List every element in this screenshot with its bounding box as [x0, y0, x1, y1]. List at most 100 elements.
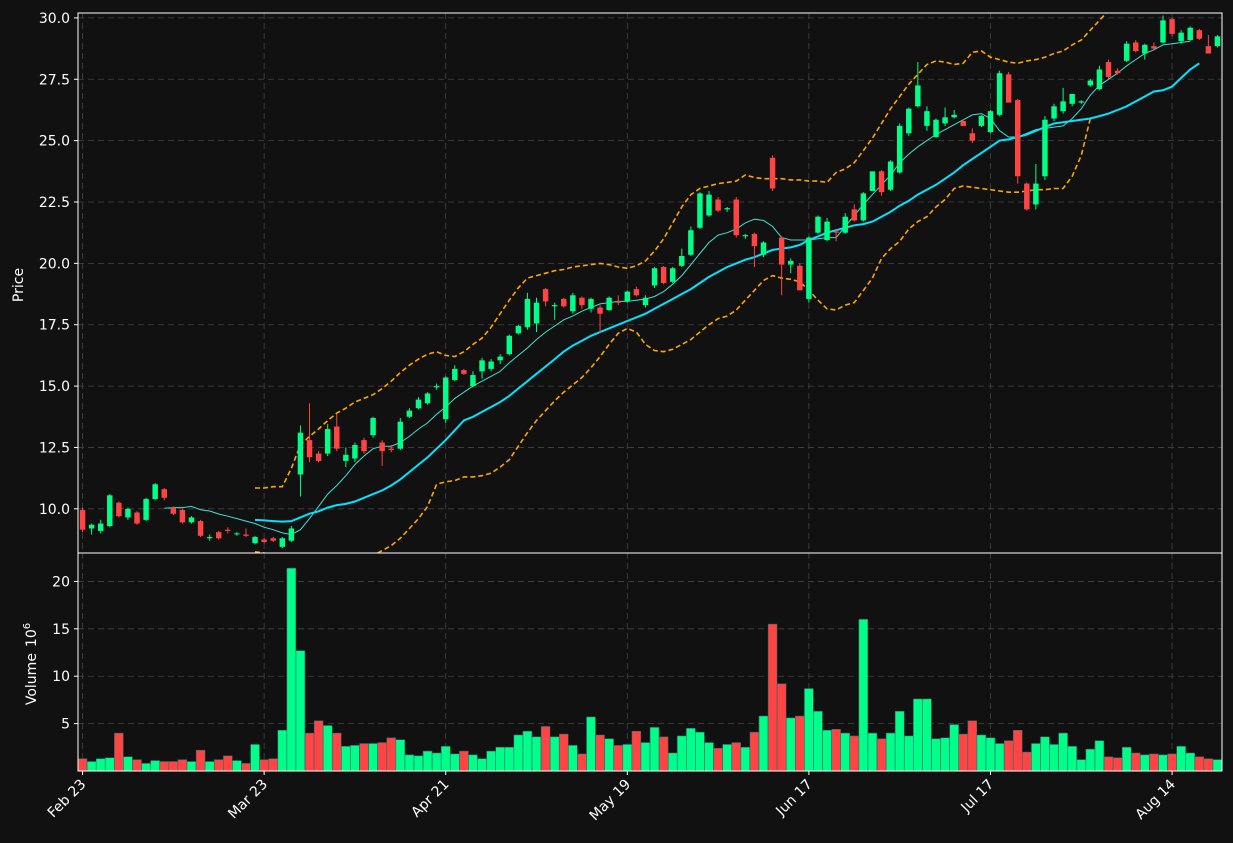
candle: [769, 155, 776, 191]
candle-body: [415, 399, 422, 409]
candle: [1142, 43, 1148, 60]
candle-body: [424, 393, 431, 404]
candle-body: [88, 524, 95, 529]
candle-body: [234, 533, 240, 535]
candles: [79, 15, 1221, 549]
candle-body: [406, 410, 413, 417]
volume-bar: [795, 715, 805, 772]
price-tick-label: 15.0: [39, 379, 70, 395]
volume-bar: [304, 732, 315, 772]
volume-tick-label: 20: [52, 574, 70, 590]
candle: [1160, 15, 1166, 44]
price-axis-label: Price: [11, 268, 27, 302]
candle: [324, 424, 331, 457]
candle-body: [742, 235, 749, 237]
volume-bar: [967, 720, 978, 772]
volume-bar: [359, 743, 369, 772]
candle: [906, 107, 912, 136]
volume-bar: [395, 739, 406, 772]
candle-body: [297, 432, 304, 475]
candle: [1096, 65, 1103, 91]
candle: [760, 241, 767, 258]
volume-bar: [604, 738, 614, 772]
candle: [261, 538, 267, 544]
candle-body: [433, 386, 440, 388]
candle-body: [461, 370, 467, 374]
candle-body: [334, 426, 340, 449]
volume-bar: [531, 736, 542, 772]
volume-bar: [786, 717, 796, 772]
candle-body: [887, 161, 894, 190]
volume-bar: [1076, 759, 1086, 772]
volume-bar: [495, 747, 505, 772]
candle-body: [261, 539, 267, 542]
candle: [842, 213, 848, 234]
volume-bar: [776, 683, 787, 772]
candle-body: [597, 307, 603, 314]
candle: [279, 537, 286, 549]
candle: [969, 128, 976, 144]
candle-body: [225, 529, 231, 531]
candle-body: [542, 289, 549, 302]
volume-bar: [214, 759, 224, 772]
candle-body: [279, 538, 286, 547]
candle: [288, 526, 295, 542]
candle-body: [1160, 20, 1166, 43]
candle-body: [479, 360, 485, 372]
candle: [551, 302, 558, 320]
candle: [161, 487, 167, 501]
candle-body: [815, 216, 821, 233]
volume-bar: [1067, 746, 1077, 772]
slow-moving-average-line: [254, 62, 1200, 523]
volume-tick-label: 10: [52, 669, 70, 685]
candle: [116, 501, 122, 518]
candle: [660, 265, 667, 285]
price-tick-label: 20.0: [39, 256, 70, 272]
candle-body: [561, 298, 567, 307]
volume-bar: [913, 698, 923, 772]
volume-bar: [1212, 759, 1223, 772]
volume-bar: [105, 757, 115, 772]
candle: [188, 516, 195, 524]
volume-bar: [195, 749, 206, 772]
volume-bar: [1140, 754, 1150, 772]
candle-body: [388, 448, 394, 450]
candle-body: [379, 442, 385, 452]
candle-body: [442, 377, 449, 420]
panel-frames: [77, 12, 1223, 772]
volume-bar: [994, 743, 1005, 772]
candle: [1133, 40, 1139, 53]
candle-body: [915, 85, 921, 107]
candle: [234, 532, 240, 536]
candle: [1214, 35, 1221, 48]
volume-bar: [667, 752, 678, 772]
volume-bar: [894, 711, 905, 772]
volume-bar: [1112, 757, 1123, 772]
candle: [1187, 26, 1193, 42]
volume-bar: [722, 744, 732, 772]
volume-bar: [332, 732, 342, 772]
price-tick-label: 22.5: [39, 195, 70, 211]
candle-body: [134, 512, 140, 524]
candle: [1178, 30, 1184, 44]
candle: [615, 295, 621, 306]
candle: [778, 236, 785, 296]
candle: [206, 534, 213, 541]
candle-body: [1151, 46, 1157, 49]
candle-body: [143, 499, 149, 520]
volume-bar: [377, 742, 387, 772]
candle-body: [924, 111, 930, 126]
candle-body: [588, 298, 594, 309]
candle: [1024, 182, 1030, 211]
volume-tick-label: 15: [52, 622, 70, 638]
volume-bar: [577, 753, 587, 772]
candle-body: [878, 171, 885, 193]
candle-body: [1033, 183, 1039, 205]
candle-body: [1205, 46, 1212, 54]
candle: [606, 296, 612, 312]
candle: [524, 292, 531, 330]
candle: [1051, 103, 1057, 121]
price-tick-label: 17.5: [39, 318, 70, 334]
volume-bar: [958, 733, 968, 772]
